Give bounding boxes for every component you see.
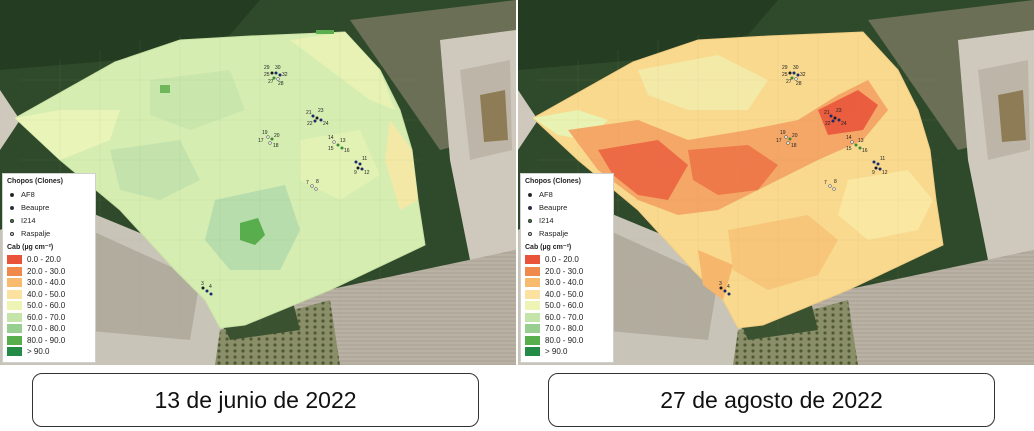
svg-text:3: 3: [201, 281, 204, 287]
legend-clone-raspalje: Raspalje: [525, 227, 609, 240]
svg-text:16: 16: [862, 148, 868, 154]
svg-text:13: 13: [858, 138, 864, 144]
svg-text:21: 21: [824, 110, 830, 116]
svg-text:14: 14: [846, 135, 852, 141]
legend-title-clones: Chopos (Clones): [7, 178, 63, 185]
svg-text:28: 28: [278, 81, 284, 87]
legend-class-4: 40.0 - 50.0: [525, 289, 609, 301]
svg-text:14: 14: [328, 135, 334, 141]
svg-text:25: 25: [264, 72, 270, 78]
legend-clone-raspalje: Raspalje: [7, 227, 91, 240]
caption-june: 13 de junio de 2022: [32, 373, 479, 427]
svg-text:32: 32: [800, 72, 806, 78]
legend-clone-i214: I214: [7, 214, 91, 227]
svg-text:20: 20: [792, 133, 798, 139]
svg-text:24: 24: [841, 121, 847, 127]
svg-text:15: 15: [846, 146, 852, 152]
svg-text:4: 4: [727, 284, 730, 290]
legend-class-9: > 90.0: [7, 346, 91, 358]
svg-text:32: 32: [282, 72, 288, 78]
svg-text:30: 30: [793, 65, 799, 71]
crop-field: [798, 250, 1034, 365]
svg-text:22: 22: [825, 121, 831, 127]
legend-class-3: 30.0 - 40.0: [7, 277, 91, 289]
map-panel-august: 29 30 32 25 27 28 21 23 22 24 19 20 17 18 14 13 15 16 …: [518, 0, 1034, 365]
svg-text:9: 9: [354, 170, 357, 176]
high-value-patch: [240, 218, 265, 245]
svg-text:17: 17: [776, 138, 782, 144]
svg-text:30: 30: [275, 65, 281, 71]
svg-text:11: 11: [362, 156, 367, 162]
legend-title-cab: Cab (µg cm⁻²): [525, 244, 572, 251]
map-panel-june: 29 30 32 25 27 28 21 23 22 24 19 20 17 18 14 13 15 16 …: [0, 0, 516, 365]
svg-text:27: 27: [786, 79, 792, 85]
svg-text:21: 21: [306, 110, 312, 116]
legend-class-3: 30.0 - 40.0: [525, 277, 609, 289]
svg-text:15: 15: [328, 146, 334, 152]
svg-text:9: 9: [872, 170, 875, 176]
svg-text:23: 23: [836, 108, 842, 114]
svg-text:27: 27: [268, 79, 274, 85]
legend-clone-beaupre: Beaupre: [7, 201, 91, 214]
svg-text:20: 20: [274, 133, 280, 139]
svg-text:23: 23: [318, 108, 324, 114]
legend-title-cab: Cab (µg cm⁻²): [7, 244, 54, 251]
legend-class-7: 70.0 - 80.0: [525, 323, 609, 335]
caption-august: 27 de agosto de 2022: [548, 373, 995, 427]
svg-text:29: 29: [264, 65, 270, 71]
svg-text:12: 12: [882, 170, 888, 176]
legend-class-4: 40.0 - 50.0: [7, 289, 91, 301]
legend-class-8: 80.0 - 90.0: [525, 335, 609, 347]
chlorophyll-raster-june: [14, 31, 426, 329]
legend-clone-af8: AF8: [525, 188, 609, 201]
legend-class-7: 70.0 - 80.0: [7, 323, 91, 335]
svg-text:8: 8: [834, 179, 837, 185]
svg-text:11: 11: [880, 156, 885, 162]
svg-text:19: 19: [780, 130, 786, 136]
svg-text:7: 7: [824, 180, 827, 186]
legend-class-2: 20.0 - 30.0: [7, 266, 91, 278]
map-legend-june: Chopos (Clones) AF8 Beaupre I214 Raspalj…: [2, 173, 96, 363]
legend-title-clones: Chopos (Clones): [525, 178, 581, 185]
svg-text:18: 18: [791, 143, 797, 149]
svg-text:19: 19: [262, 130, 268, 136]
legend-class-5: 50.0 - 60.0: [525, 300, 609, 312]
legend-class-1: 0.0 - 20.0: [7, 254, 91, 266]
svg-text:8: 8: [316, 179, 319, 185]
svg-text:24: 24: [323, 121, 329, 127]
legend-class-2: 20.0 - 30.0: [525, 266, 609, 278]
crop-field: [280, 250, 516, 365]
legend-class-6: 60.0 - 70.0: [7, 312, 91, 324]
svg-text:16: 16: [344, 148, 350, 154]
svg-text:17: 17: [258, 138, 264, 144]
legend-clone-af8: AF8: [7, 188, 91, 201]
svg-text:3: 3: [719, 281, 722, 287]
legend-class-6: 60.0 - 70.0: [525, 312, 609, 324]
svg-text:7: 7: [306, 180, 309, 186]
svg-text:4: 4: [209, 284, 212, 290]
svg-text:12: 12: [364, 170, 370, 176]
legend-class-5: 50.0 - 60.0: [7, 300, 91, 312]
svg-text:25: 25: [782, 72, 788, 78]
svg-text:22: 22: [307, 121, 313, 127]
svg-text:18: 18: [273, 143, 279, 149]
legend-clone-beaupre: Beaupre: [525, 201, 609, 214]
legend-class-1: 0.0 - 20.0: [525, 254, 609, 266]
svg-text:29: 29: [782, 65, 788, 71]
legend-class-8: 80.0 - 90.0: [7, 335, 91, 347]
svg-text:28: 28: [796, 81, 802, 87]
legend-class-9: > 90.0: [525, 346, 609, 358]
map-legend-august: Chopos (Clones) AF8 Beaupre I214 Raspalj…: [520, 173, 614, 363]
svg-text:13: 13: [340, 138, 346, 144]
legend-clone-i214: I214: [525, 214, 609, 227]
